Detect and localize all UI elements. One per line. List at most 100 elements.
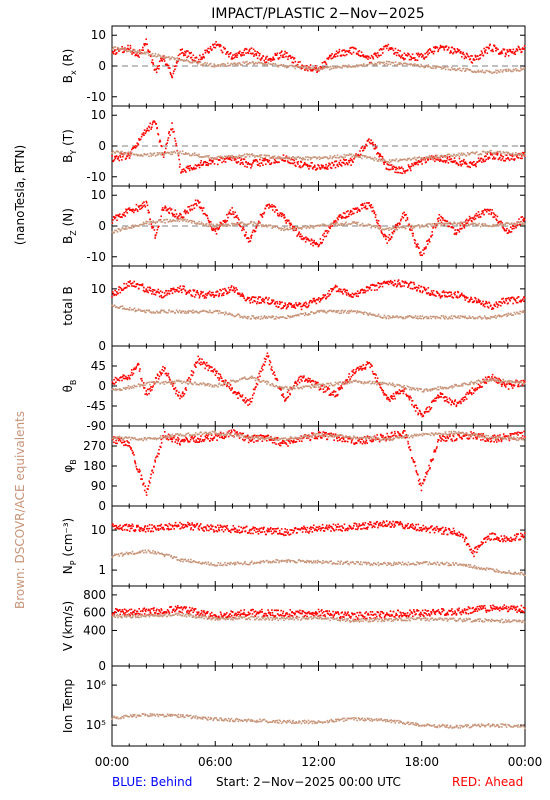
data-point <box>114 155 116 158</box>
data-point <box>352 161 354 164</box>
data-point <box>367 289 369 292</box>
data-point <box>229 64 232 66</box>
data-point <box>163 60 166 62</box>
data-point <box>253 63 255 66</box>
data-point <box>410 58 412 61</box>
data-point <box>229 209 232 211</box>
data-point <box>443 294 446 297</box>
data-point <box>181 150 184 153</box>
data-point <box>335 311 337 313</box>
data-point <box>514 50 517 53</box>
data-point <box>493 213 496 216</box>
data-point <box>320 164 323 166</box>
data-point <box>296 64 298 67</box>
data-point <box>121 216 123 218</box>
data-point <box>198 166 201 169</box>
data-point <box>167 221 170 223</box>
data-point <box>518 221 521 224</box>
data-point <box>163 310 166 313</box>
data-point <box>335 285 337 288</box>
data-point <box>456 51 458 53</box>
data-point <box>385 281 388 283</box>
data-point <box>450 51 452 54</box>
data-point <box>316 157 318 160</box>
data-point <box>452 68 454 70</box>
data-point <box>370 157 372 160</box>
data-point <box>252 48 255 51</box>
data-point <box>151 59 154 61</box>
data-point <box>155 56 158 58</box>
data-point <box>373 53 375 55</box>
data-point <box>470 61 473 63</box>
data-point <box>123 374 125 377</box>
data-point <box>463 153 466 156</box>
data-point <box>522 298 524 300</box>
data-point <box>210 162 212 165</box>
data-point <box>304 224 307 227</box>
data-point <box>499 304 502 307</box>
data-point <box>341 387 343 390</box>
data-point <box>435 222 437 225</box>
data-point <box>134 368 137 370</box>
data-point <box>353 212 355 215</box>
data-point <box>340 66 342 69</box>
data-point <box>299 235 301 238</box>
data-point <box>264 207 267 210</box>
data-point <box>413 63 415 66</box>
data-point <box>375 158 378 160</box>
data-point <box>294 228 297 231</box>
data-point <box>143 223 145 225</box>
data-point <box>339 386 341 389</box>
data-point <box>218 310 221 312</box>
data-point <box>380 54 382 57</box>
data-point <box>307 305 309 308</box>
data-point <box>204 61 206 64</box>
data-point <box>344 159 346 162</box>
data-point <box>439 160 441 163</box>
data-point <box>113 46 116 48</box>
data-point <box>433 157 436 160</box>
data-point <box>471 298 473 301</box>
data-point <box>473 216 476 218</box>
data-point <box>240 155 242 157</box>
data-point <box>149 390 152 392</box>
data-point <box>137 363 140 366</box>
data-point <box>171 385 174 387</box>
data-point <box>114 376 117 379</box>
data-point <box>326 296 328 298</box>
data-point <box>153 152 156 155</box>
data-point <box>143 387 146 389</box>
data-point <box>245 48 248 51</box>
data-point <box>139 223 142 226</box>
data-point <box>239 394 242 397</box>
data-point <box>197 155 200 158</box>
data-point <box>332 309 335 312</box>
data-point <box>124 227 126 230</box>
data-point <box>172 72 175 75</box>
data-point <box>324 390 327 393</box>
data-point <box>190 56 193 59</box>
data-point <box>197 355 200 358</box>
data-point <box>156 310 158 313</box>
data-point <box>148 54 151 56</box>
data-point <box>296 156 299 159</box>
data-point <box>410 56 413 59</box>
data-point <box>340 156 343 159</box>
data-point <box>350 66 352 68</box>
data-point <box>304 67 306 70</box>
data-point <box>157 133 160 136</box>
data-point <box>488 213 490 215</box>
data-point <box>160 59 162 62</box>
data-point <box>405 213 408 216</box>
data-point <box>414 63 416 65</box>
data-point <box>388 229 390 232</box>
data-point <box>475 58 478 61</box>
data-point <box>143 201 145 203</box>
data-point <box>347 210 349 212</box>
data-point <box>211 229 214 232</box>
data-point <box>441 216 443 219</box>
data-point <box>507 302 509 304</box>
data-point <box>267 355 270 357</box>
data-point <box>365 143 367 146</box>
data-point <box>482 303 485 306</box>
